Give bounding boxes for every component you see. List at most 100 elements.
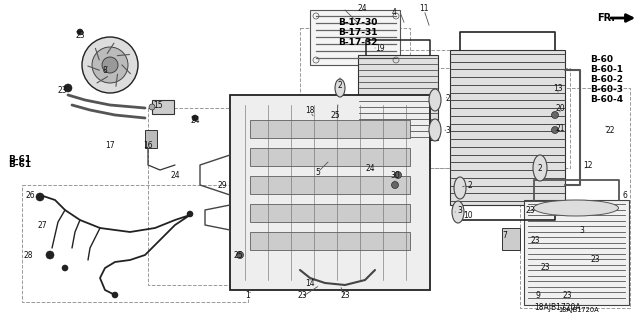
Text: 3: 3 — [445, 125, 451, 134]
Text: 11: 11 — [419, 4, 429, 12]
Bar — [310, 10, 400, 65]
Text: 7: 7 — [502, 230, 508, 239]
Text: B-61: B-61 — [8, 160, 31, 169]
Text: 24: 24 — [190, 116, 200, 124]
Text: B-61: B-61 — [8, 155, 31, 164]
Text: 15: 15 — [153, 100, 163, 109]
Bar — [502, 228, 520, 250]
Circle shape — [149, 104, 155, 110]
Text: B-17-30: B-17-30 — [338, 18, 378, 27]
Text: 23: 23 — [297, 291, 307, 300]
Bar — [450, 50, 565, 205]
Circle shape — [552, 126, 559, 133]
Ellipse shape — [454, 177, 466, 199]
Text: 25: 25 — [330, 110, 340, 119]
Text: 18AJB1720A: 18AJB1720A — [534, 302, 581, 311]
Circle shape — [237, 252, 243, 259]
Text: 23: 23 — [57, 85, 67, 94]
Circle shape — [36, 193, 44, 201]
Text: 24: 24 — [170, 171, 180, 180]
Text: 21: 21 — [556, 124, 564, 132]
Circle shape — [77, 29, 83, 35]
Text: 10: 10 — [463, 211, 473, 220]
Text: 2: 2 — [338, 81, 342, 90]
Text: 14: 14 — [305, 278, 315, 287]
Text: 17: 17 — [105, 140, 115, 149]
Text: 27: 27 — [37, 220, 47, 229]
Text: B-17-32: B-17-32 — [338, 38, 378, 47]
Text: B-60-3: B-60-3 — [590, 85, 623, 94]
Text: B-60-2: B-60-2 — [590, 75, 623, 84]
Bar — [300, 28, 410, 138]
Text: 23: 23 — [525, 205, 535, 214]
Circle shape — [392, 181, 399, 188]
Text: 23: 23 — [540, 263, 550, 273]
Bar — [250, 148, 410, 166]
Text: 23: 23 — [590, 255, 600, 265]
Ellipse shape — [335, 79, 345, 97]
Text: 5: 5 — [316, 167, 321, 177]
Circle shape — [112, 292, 118, 298]
Text: 2: 2 — [538, 164, 542, 172]
Text: 23: 23 — [562, 291, 572, 300]
Bar — [250, 204, 410, 222]
Bar — [358, 55, 438, 140]
Text: 25: 25 — [233, 251, 243, 260]
Text: B-60: B-60 — [590, 55, 613, 64]
Ellipse shape — [534, 200, 618, 216]
Bar — [152, 100, 174, 114]
Text: 6: 6 — [623, 190, 627, 199]
Text: 23: 23 — [75, 30, 85, 39]
Text: 1: 1 — [246, 291, 250, 300]
Circle shape — [192, 115, 198, 121]
Text: 8: 8 — [102, 66, 108, 75]
Text: 19: 19 — [375, 44, 385, 52]
Bar — [250, 232, 410, 250]
Text: B-17-31: B-17-31 — [338, 28, 378, 37]
Ellipse shape — [429, 119, 441, 141]
Circle shape — [62, 265, 68, 271]
Text: 26: 26 — [25, 190, 35, 199]
Circle shape — [394, 172, 401, 179]
Text: 24: 24 — [357, 4, 367, 12]
Bar — [524, 200, 629, 305]
Text: B-60-1: B-60-1 — [590, 65, 623, 74]
Text: 2: 2 — [445, 93, 451, 102]
Text: 9: 9 — [536, 291, 540, 300]
Text: 16: 16 — [143, 140, 153, 149]
Circle shape — [82, 37, 138, 93]
Bar — [400, 50, 530, 168]
Text: 4: 4 — [392, 7, 396, 17]
Circle shape — [92, 47, 128, 83]
Bar — [520, 88, 630, 308]
Bar — [230, 95, 430, 290]
Text: 24: 24 — [365, 164, 375, 172]
Text: 3: 3 — [580, 226, 584, 235]
Circle shape — [187, 211, 193, 217]
Bar — [22, 185, 248, 302]
Circle shape — [64, 84, 72, 92]
Bar — [250, 120, 410, 138]
Circle shape — [552, 111, 559, 118]
Bar — [145, 130, 157, 148]
Text: 23: 23 — [340, 291, 350, 300]
Text: FR.: FR. — [597, 13, 615, 23]
Text: 28: 28 — [23, 251, 33, 260]
Ellipse shape — [429, 89, 441, 111]
Text: 3: 3 — [458, 205, 463, 214]
Text: 29: 29 — [217, 180, 227, 189]
Text: 18: 18 — [305, 106, 315, 115]
Text: 30: 30 — [390, 171, 400, 180]
Text: 13: 13 — [553, 84, 563, 92]
Ellipse shape — [452, 201, 464, 223]
Text: 23: 23 — [530, 236, 540, 244]
Bar — [148, 108, 300, 285]
Text: 12: 12 — [583, 161, 593, 170]
Text: B-60-4: B-60-4 — [590, 95, 623, 104]
Circle shape — [102, 57, 118, 73]
Ellipse shape — [533, 155, 547, 181]
Circle shape — [46, 251, 54, 259]
Bar — [250, 176, 410, 194]
Text: 2: 2 — [468, 180, 472, 189]
Text: 20: 20 — [555, 103, 565, 113]
